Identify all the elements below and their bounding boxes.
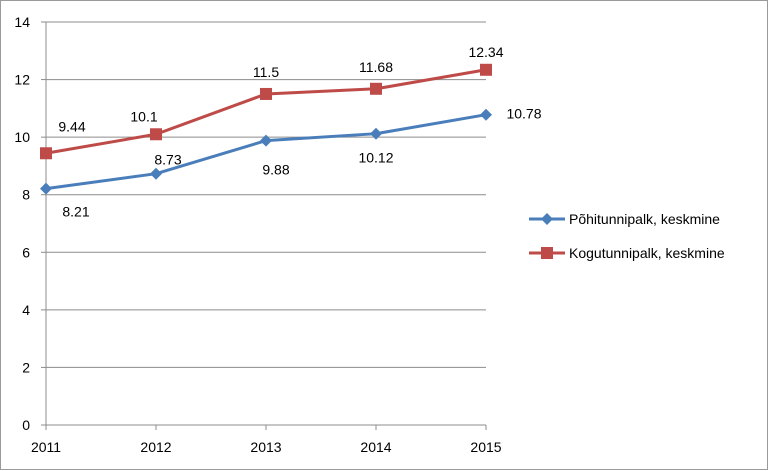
data-point: [260, 134, 272, 147]
data-label: 12.34: [468, 44, 503, 60]
y-tick-label: 0: [22, 417, 30, 433]
data-label: 8.21: [62, 204, 89, 220]
legend-marker: [541, 247, 553, 259]
x-tick-label: 2015: [470, 439, 501, 455]
y-tick-label: 6: [22, 244, 30, 260]
y-tick-label: 8: [22, 187, 30, 203]
data-label: 9.44: [58, 118, 85, 134]
data-point: [480, 63, 492, 76]
x-tick-label: 2011: [31, 439, 61, 455]
data-point: [40, 182, 52, 195]
x-tick-label: 2012: [140, 439, 171, 455]
data-point: [370, 127, 382, 140]
data-point: [40, 147, 52, 160]
y-tick-label: 4: [22, 302, 30, 318]
y-tick-label: 14: [14, 14, 30, 30]
x-tick-label: 2014: [360, 439, 391, 455]
data-label: 10.78: [506, 106, 541, 122]
data-label: 9.88: [262, 162, 289, 178]
legend-marker: [541, 213, 553, 225]
y-tick-label: 10: [14, 129, 30, 145]
data-point: [370, 82, 382, 95]
legend-label: Põhitunnipalk, keskmine: [569, 211, 720, 227]
data-label: 11.68: [359, 59, 393, 75]
data-label: 10.12: [358, 150, 393, 166]
data-point: [260, 87, 272, 100]
y-tick-label: 2: [22, 359, 30, 375]
x-tick-label: 2013: [250, 439, 281, 455]
data-point: [150, 167, 162, 180]
data-label: 8.73: [154, 152, 181, 168]
data-point: [480, 108, 492, 121]
data-point: [150, 128, 162, 141]
legend-label: Kogutunnipalk, keskmine: [569, 245, 725, 261]
data-label: 10.1: [130, 108, 157, 124]
y-tick-label: 12: [14, 72, 30, 88]
data-label: 11.5: [253, 64, 279, 80]
